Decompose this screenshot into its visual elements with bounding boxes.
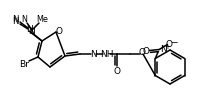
Text: O: O — [114, 67, 121, 76]
Text: N: N — [91, 50, 97, 59]
Text: Br: Br — [19, 60, 29, 69]
Text: O: O — [143, 47, 150, 56]
Text: N: N — [27, 25, 33, 34]
Text: N: N — [21, 15, 27, 24]
Text: N: N — [29, 27, 35, 36]
Text: O: O — [138, 48, 145, 57]
Text: Me: Me — [36, 15, 48, 24]
Text: O: O — [166, 40, 173, 49]
Text: N: N — [12, 15, 18, 24]
Text: NH: NH — [100, 50, 114, 59]
Text: +: + — [164, 44, 170, 50]
Text: O: O — [56, 26, 62, 35]
Text: N: N — [12, 16, 18, 25]
Text: N: N — [160, 45, 167, 54]
Text: −: − — [170, 37, 177, 46]
